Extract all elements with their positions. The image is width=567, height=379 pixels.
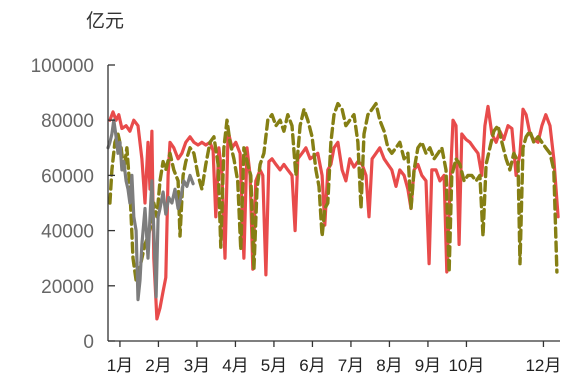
y-tick-label: 80000 xyxy=(41,111,94,132)
y-tick-label: 20000 xyxy=(41,277,94,298)
y-tick-label: 0 xyxy=(83,332,94,353)
series-1-line xyxy=(108,104,560,321)
x-tick-label: 9月 xyxy=(415,356,441,375)
x-tick-label: 5月 xyxy=(261,356,287,375)
y-tick-label: 100000 xyxy=(31,56,94,77)
series-3-line xyxy=(106,118,195,302)
y-tick-label: 60000 xyxy=(41,166,94,187)
x-tick-label: 1月 xyxy=(107,356,133,375)
axes: 0 20000 40000 60000 80000 100000 1月 2月 3月 4月 5月 6月 7… xyxy=(31,56,562,375)
x-tick-label: 3月 xyxy=(184,356,210,375)
x-tick-label: 4月 xyxy=(222,356,248,375)
x-tick-label: 10月 xyxy=(448,356,484,375)
series-layer xyxy=(106,101,560,321)
x-tick-label: 2月 xyxy=(145,356,171,375)
y-tick-label: 40000 xyxy=(41,222,94,243)
y-axis-unit-label: 亿元 xyxy=(86,10,124,32)
x-tick-label: 7月 xyxy=(338,356,364,375)
x-tick-label: 8月 xyxy=(376,356,402,375)
x-tick-label: 6月 xyxy=(299,356,325,375)
x-tick-label: 12月 xyxy=(525,356,561,375)
series-2-line xyxy=(108,101,559,282)
